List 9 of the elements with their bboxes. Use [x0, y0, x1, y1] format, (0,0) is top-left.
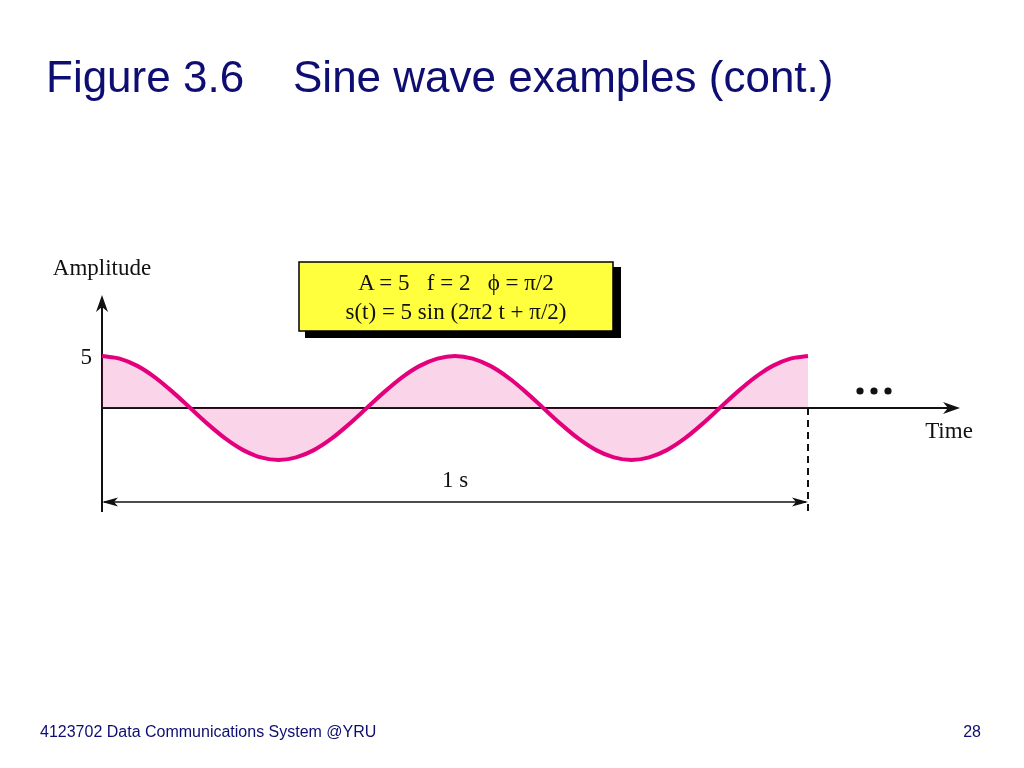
text: 5 — [80, 343, 92, 371]
chart-title: Figure 3.6 Sine wave examples (cont.) — [46, 52, 834, 103]
y-axis-title: Amplitude — [52, 255, 152, 282]
text: 28 — [963, 723, 981, 742]
x-axis-title: Time — [925, 418, 973, 445]
text: A = 5 f = 2 ϕ = π/2 — [358, 269, 554, 297]
text: s(t) = 5 sin (2π2 t + π/2) — [345, 298, 567, 326]
text: 4123702 Data Communications System @YRU — [40, 723, 377, 742]
text: 1 s — [441, 466, 469, 493]
